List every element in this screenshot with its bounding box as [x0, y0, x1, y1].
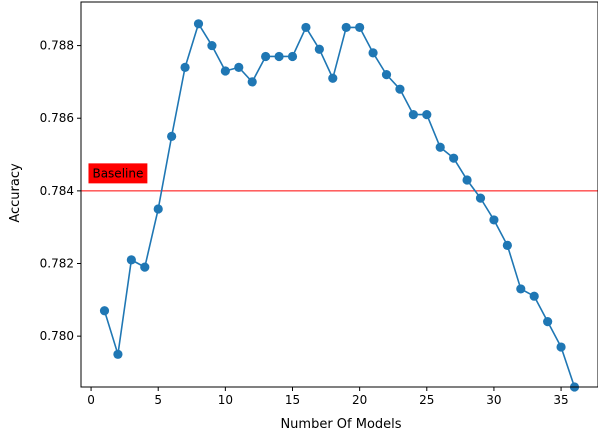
data-point-8 [193, 19, 204, 29]
data-point-2 [113, 349, 123, 359]
data-point-16 [301, 22, 311, 33]
data-point-21 [368, 48, 378, 58]
x-tick-label: 15 [285, 393, 300, 407]
data-point-34 [543, 317, 553, 327]
baseline-label-box [88, 163, 148, 184]
y-tick-label: 0.786 [40, 111, 74, 125]
data-point-3 [126, 255, 136, 265]
y-tick-label: 0.782 [40, 257, 74, 271]
x-tick-label: 20 [352, 393, 367, 407]
data-point-17 [314, 44, 324, 54]
data-point-26 [435, 142, 445, 152]
data-point-7 [180, 62, 190, 72]
baseline-label: Baseline [92, 166, 143, 180]
data-point-22 [381, 70, 392, 80]
data-point-31 [502, 240, 512, 250]
data-point-5 [153, 204, 163, 214]
data-point-23 [395, 84, 405, 94]
y-tick-label: 0.780 [40, 329, 74, 343]
data-point-14 [274, 51, 284, 62]
data-point-30 [489, 215, 499, 225]
data-point-6 [167, 131, 177, 141]
data-point-32 [516, 284, 526, 294]
data-point-27 [449, 153, 459, 163]
series-layer [99, 19, 580, 392]
data-point-29 [475, 193, 486, 203]
data-point-15 [287, 51, 298, 62]
data-point-28 [462, 175, 472, 185]
data-point-1 [99, 306, 110, 316]
data-point-18 [328, 73, 338, 83]
data-point-24 [408, 109, 418, 120]
annotation-layer: Baseline [88, 163, 148, 184]
y-tick-label: 0.784 [40, 184, 74, 198]
data-point-35 [556, 342, 566, 352]
series-line [103, 22, 576, 388]
x-tick-label: 5 [154, 393, 162, 407]
y-tick-label: 0.788 [40, 39, 74, 53]
x-tick-label: 35 [553, 393, 568, 407]
x-axis-label: Number Of Models [280, 417, 401, 432]
data-point-19 [341, 22, 351, 33]
data-point-33 [529, 291, 539, 301]
axes-layer: 0 5 10 15 20 25 30 35 0.780 0.782 0.784 0.786 0.788 [40, 1, 598, 407]
data-point-20 [355, 22, 365, 33]
y-axis-label: Accuracy [8, 163, 23, 223]
data-point-11 [234, 62, 244, 72]
x-tick-label: 0 [87, 393, 95, 407]
data-point-13 [261, 51, 271, 62]
data-point-4 [140, 262, 150, 272]
x-tick-label: 10 [218, 393, 233, 407]
x-tick-label: 30 [486, 393, 501, 407]
data-point-25 [422, 109, 432, 120]
data-point-12 [247, 77, 257, 87]
x-tick-label: 25 [419, 393, 434, 407]
data-point-10 [220, 66, 230, 76]
data-point-9 [207, 40, 217, 51]
plot-frame [80, 1, 598, 388]
